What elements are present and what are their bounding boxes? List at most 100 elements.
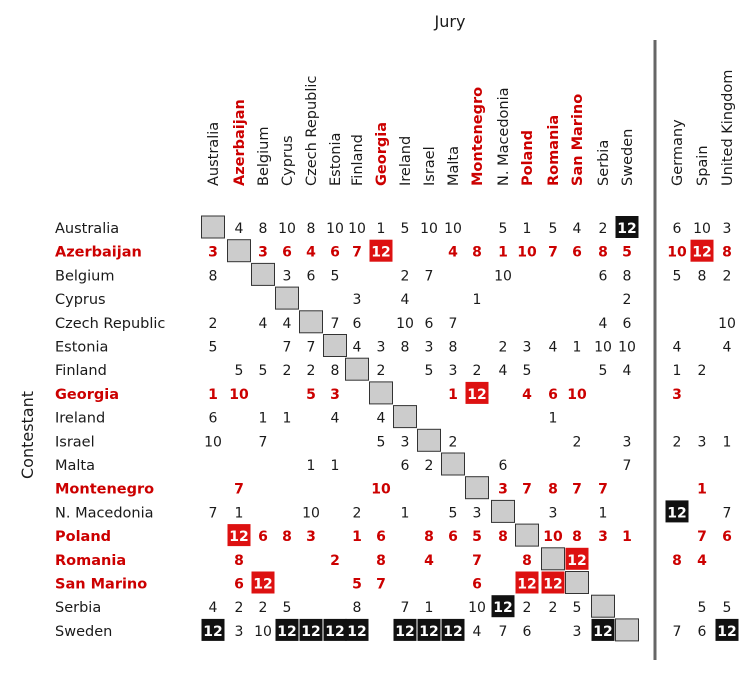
diagonal-cell-san-marino [565,571,589,594]
score-georgia-czech-republic: 5 [306,387,316,403]
score-montenegro-azerbaijan: 7 [234,482,244,498]
jury-label-sweden: Sweden [620,129,636,186]
score-australia-israel: 10 [420,221,438,237]
score-estonia-romania: 4 [549,340,558,356]
diagonal-cell-czech-republic [299,310,323,334]
score-australia-czech-republic: 8 [307,221,316,237]
score-australia-belgium: 8 [259,221,268,237]
score-romania-azerbaijan: 8 [234,553,244,569]
score-georgia-germany: 3 [672,387,682,403]
score-georgia-san-marino: 10 [567,387,587,403]
contestant-label-ireland: Ireland [55,411,105,427]
score-sweden-united-kingdom-box [715,618,739,641]
score-san-marino-georgia: 7 [376,577,386,593]
diagonal-cells [201,215,639,642]
jury-label-finland: Finland [350,134,366,186]
score-serbia-poland: 2 [523,600,532,616]
jury-label-n-macedonia: N. Macedonia [496,87,512,186]
score-sweden-cyprus: 12 [277,624,296,640]
score-georgia-montenegro: 12 [467,387,486,403]
score-israel-malta: 2 [449,434,458,450]
score-poland-israel: 8 [424,529,434,545]
score-israel-spain: 3 [698,434,707,450]
diagonal-cell-australia [201,215,225,239]
score-malta-czech-republic: 1 [307,458,316,474]
score-sweden-czech-republic-box [299,618,323,641]
score-romania-san-marino-box [565,547,589,570]
score-azerbaijan-malta: 4 [448,245,458,261]
contestant-label-estonia: Estonia [55,340,108,356]
score-australia-cyprus: 10 [278,221,296,237]
score-poland-san-marino: 8 [572,529,582,545]
contestant-label-poland: Poland [55,529,111,545]
score-azerbaijan-czech-republic: 4 [306,245,316,261]
score-belgium-spain: 8 [698,268,707,284]
score-sweden-belgium: 10 [254,624,272,640]
contestant-label-montenegro: Montenegro [55,482,154,498]
score-israel-ireland: 3 [401,434,410,450]
score-n-macedonia-germany-box [665,500,689,523]
contestant-label-serbia: Serbia [55,600,101,616]
score-n-macedonia-germany: 12 [667,505,686,521]
score-azerbaijan-cyprus: 6 [282,245,292,261]
score-n-macedonia-azerbaijan: 1 [235,505,244,521]
score-estonia-czech-republic: 7 [307,340,316,356]
score-estonia-serbia: 10 [594,340,612,356]
score-sweden-cyprus-box [275,618,299,641]
contestant-label-czech-republic: Czech Republic [55,316,165,332]
score-romania-san-marino: 12 [567,553,586,569]
score-ireland-cyprus: 1 [283,411,292,427]
score-serbia-n-macedonia: 12 [493,600,512,616]
score-czech-republic-malta: 7 [449,316,458,332]
score-n-macedonia-czech-republic: 10 [302,505,320,521]
score-czech-republic-finland: 6 [353,316,362,332]
score-san-marino-poland: 12 [517,577,536,593]
score-czech-republic-belgium: 4 [259,316,268,332]
score-sweden-australia: 12 [203,624,222,640]
diagonal-cell-ireland [393,405,417,429]
score-sweden-united-kingdom: 12 [717,624,736,640]
score-n-macedonia-ireland: 1 [401,505,410,521]
score-finland-israel: 5 [425,363,434,379]
score-finland-spain: 2 [698,363,707,379]
score-australia-romania: 5 [549,221,558,237]
score-australia-ireland: 5 [401,221,410,237]
score-australia-spain: 10 [693,221,711,237]
score-estonia-united-kingdom: 4 [723,340,732,356]
score-israel-sweden: 3 [623,434,632,450]
score-poland-czech-republic: 3 [306,529,316,545]
score-malta-n-macedonia: 6 [499,458,508,474]
score-australia-serbia: 2 [599,221,608,237]
score-ireland-estonia: 4 [331,411,340,427]
score-belgium-estonia: 5 [331,268,340,284]
score-cyprus-sweden: 2 [623,292,632,308]
score-georgia-malta: 1 [448,387,458,403]
score-san-marino-finland: 5 [352,577,362,593]
contestant-label-georgia: Georgia [55,387,119,403]
score-georgia-australia: 1 [208,387,218,403]
score-sweden-malta: 12 [443,624,462,640]
score-sweden-azerbaijan: 3 [235,624,244,640]
jury-label-ireland: Ireland [398,136,414,186]
score-sweden-serbia: 12 [593,624,612,640]
score-belgium-n-macedonia: 10 [494,268,512,284]
score-montenegro-georgia: 10 [371,482,391,498]
score-georgia-estonia: 3 [330,387,340,403]
score-finland-malta: 3 [449,363,458,379]
score-romania-germany: 8 [672,553,682,569]
score-belgium-australia: 8 [209,268,218,284]
score-azerbaijan-romania: 7 [548,245,558,261]
score-serbia-romania: 2 [549,600,558,616]
score-belgium-czech-republic: 6 [307,268,316,284]
score-n-macedonia-malta: 5 [449,505,458,521]
score-azerbaijan-n-macedonia: 1 [498,245,508,261]
score-estonia-n-macedonia: 2 [499,340,508,356]
score-australia-malta: 10 [444,221,462,237]
score-georgia-montenegro-box [465,381,489,404]
diagonal-cell-belgium [251,262,275,286]
score-poland-cyprus: 8 [282,529,292,545]
score-finland-germany: 1 [673,363,682,379]
score-serbia-finland: 8 [353,600,362,616]
score-finland-n-macedonia: 4 [499,363,508,379]
score-czech-republic-sweden: 6 [623,316,632,332]
